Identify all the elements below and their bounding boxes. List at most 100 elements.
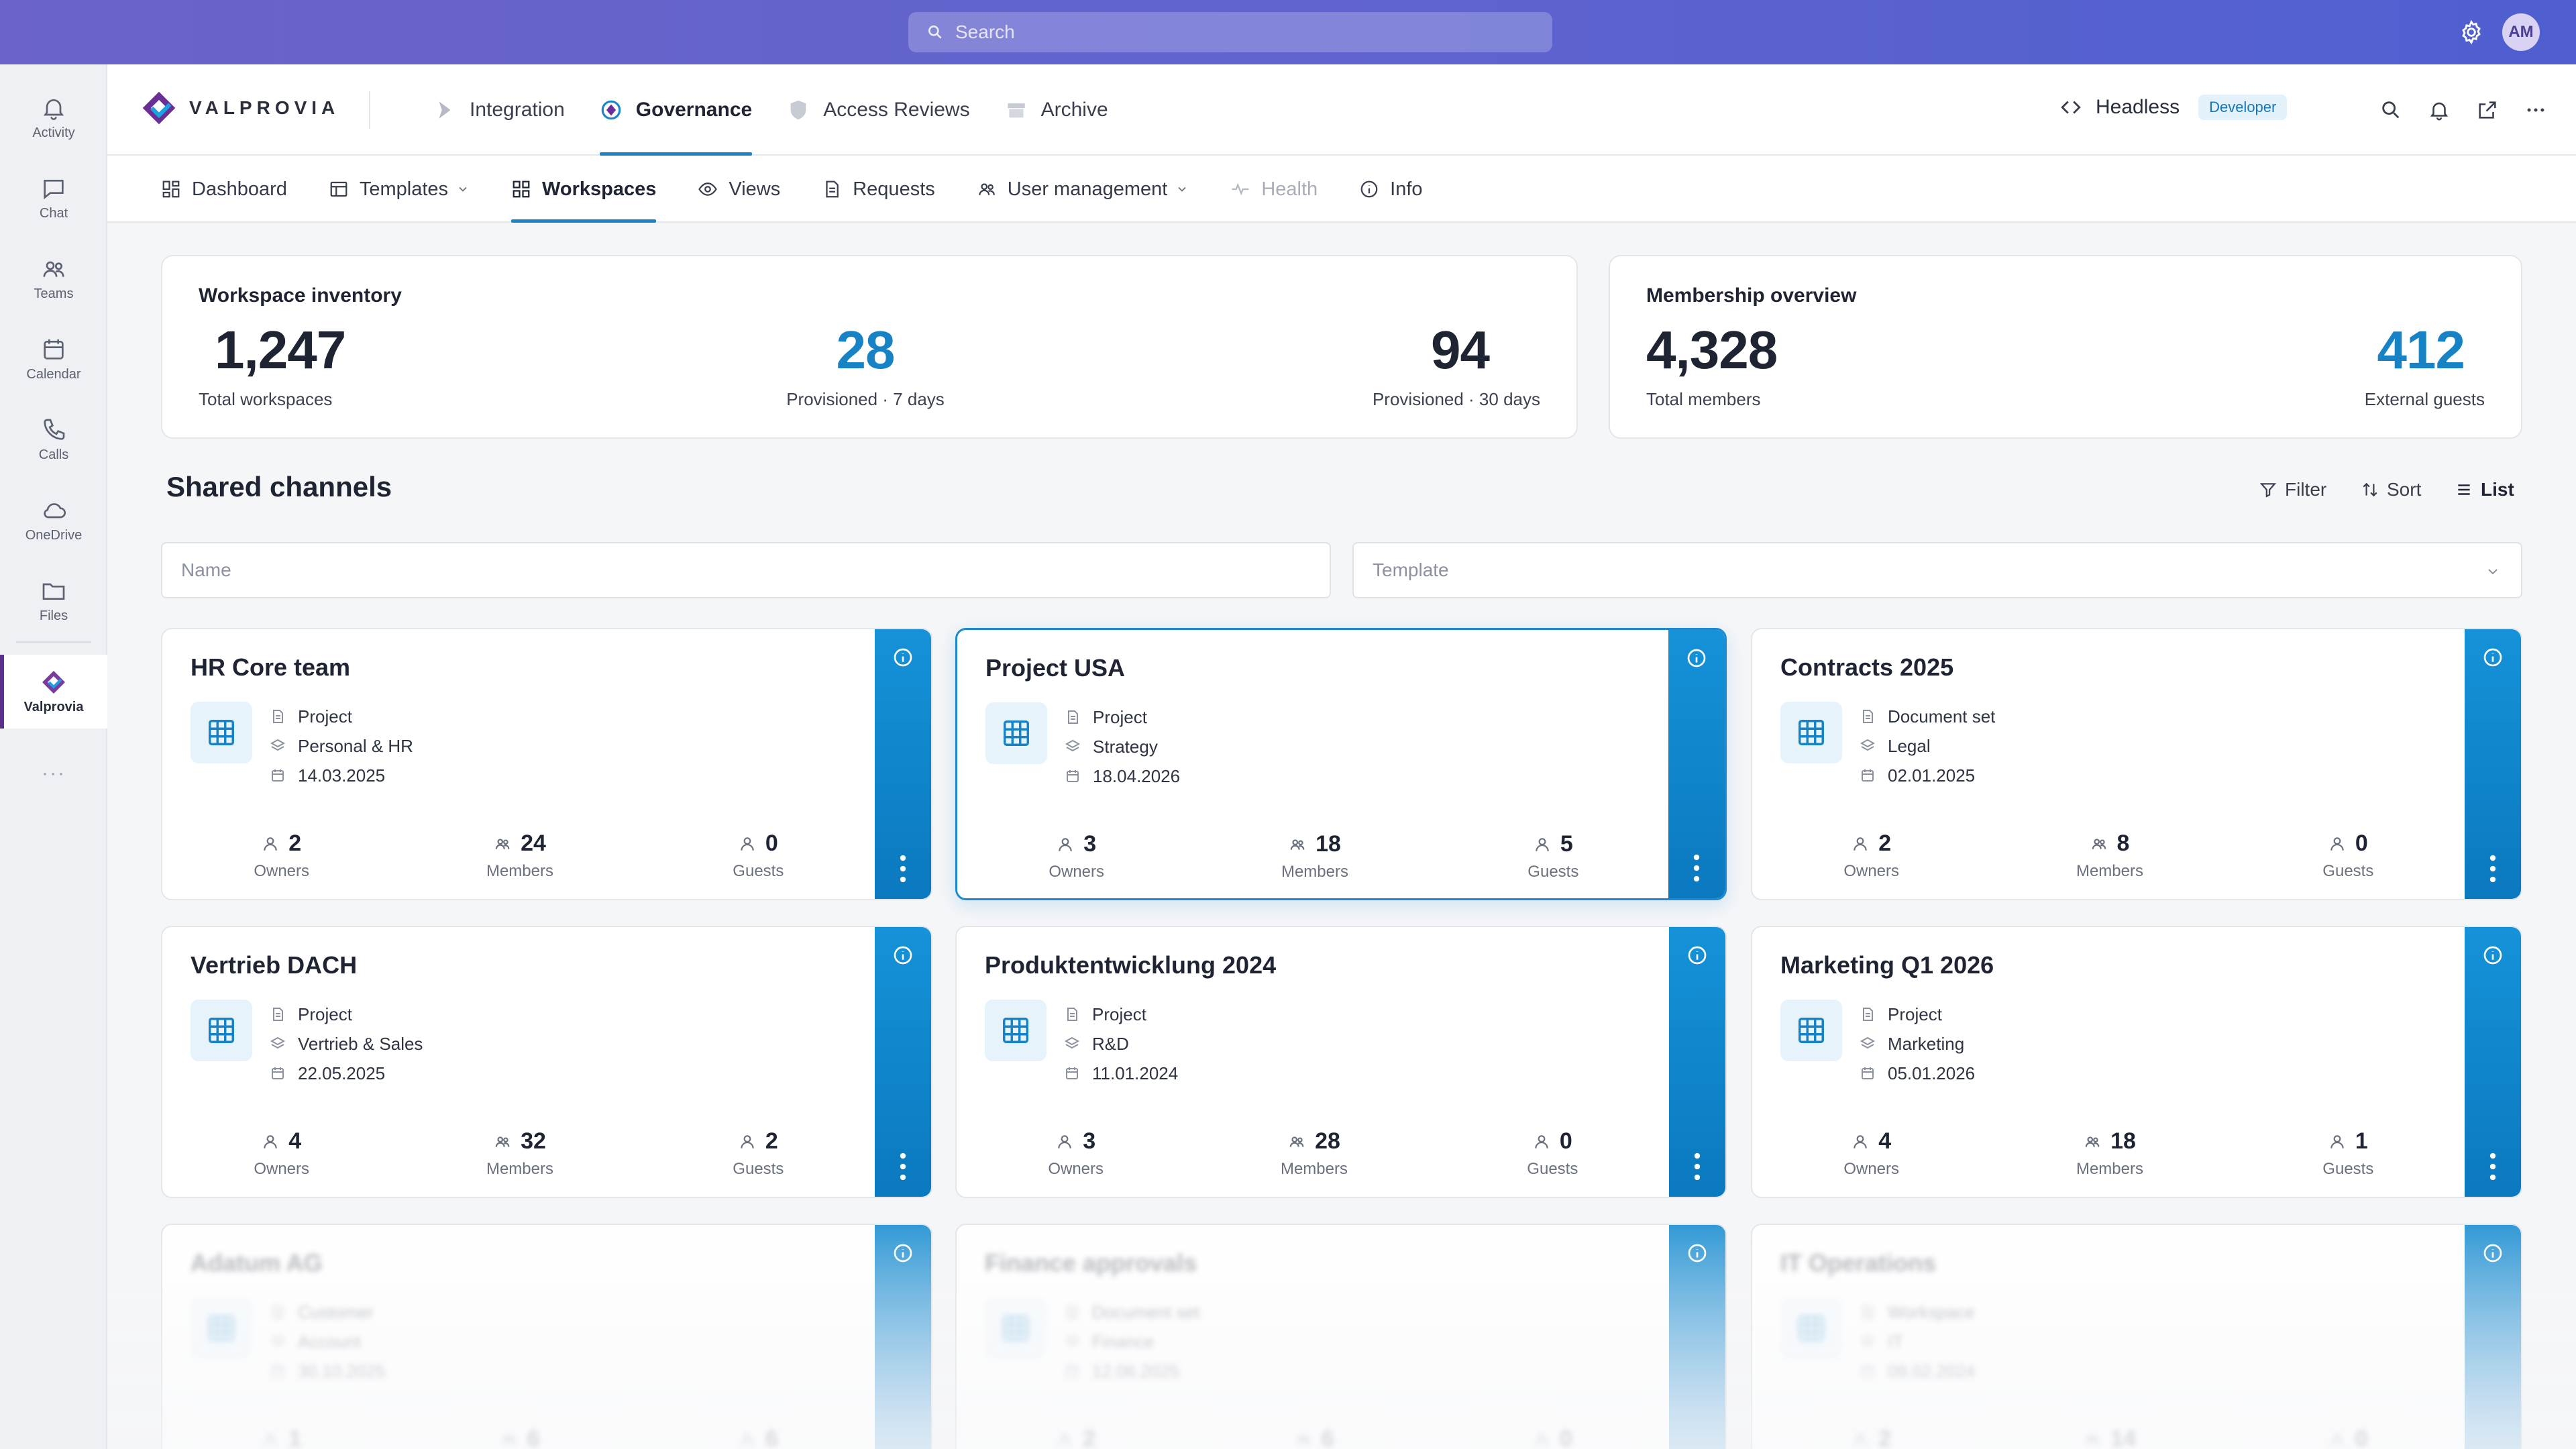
- rail-item-calendar[interactable]: Calendar: [0, 322, 107, 396]
- count-value: 1: [2355, 1128, 2368, 1154]
- tab-workspaces[interactable]: Workspaces: [511, 156, 657, 223]
- guests-count: 6 Guests: [639, 1426, 877, 1449]
- tab-health[interactable]: Health: [1230, 156, 1318, 223]
- workspace-card[interactable]: IT Operations Workspace IT 09.02.2024: [1751, 1224, 2522, 1449]
- kebab-menu-icon[interactable]: [2487, 852, 2498, 885]
- tab-info[interactable]: Info: [1359, 156, 1423, 223]
- sort-button[interactable]: Sort: [2361, 479, 2421, 500]
- tab-label: Workspaces: [542, 178, 657, 200]
- table-icon: [1780, 1297, 1842, 1359]
- stat-caption: Total workspaces: [199, 389, 333, 409]
- guests-count: 0 Guests: [1434, 1128, 1672, 1179]
- workspace-card[interactable]: Adatum AG Customer Account 30.10.2025: [161, 1224, 932, 1449]
- info-icon[interactable]: [1686, 945, 1708, 966]
- stat-value: 4,328: [1646, 320, 1778, 380]
- rail-item-teams[interactable]: Teams: [0, 241, 107, 315]
- tab-dashboard[interactable]: Dashboard: [161, 156, 287, 223]
- developer-badge: Developer: [2198, 95, 2288, 120]
- workspace-card[interactable]: Vertrieb DACH Project Vertrieb & Sales 2…: [161, 926, 932, 1198]
- info-icon[interactable]: [1686, 647, 1707, 669]
- tab-templates[interactable]: Templates: [329, 156, 470, 223]
- owners-count: 2 Owners: [957, 1426, 1195, 1449]
- nav-integration[interactable]: Integration: [416, 64, 582, 156]
- info-icon[interactable]: [2482, 945, 2504, 966]
- search-icon[interactable]: [2375, 94, 2407, 126]
- kebab-menu-icon[interactable]: [1692, 1150, 1703, 1183]
- workspace-card[interactable]: Finance approvals Document set Finance 1…: [955, 1224, 1727, 1449]
- rail-label: Calendar: [26, 366, 81, 382]
- info-icon[interactable]: [2482, 647, 2504, 668]
- card-title: Workspace inventory: [199, 284, 402, 307]
- cloud-icon: [44, 502, 66, 518]
- stat-value: 28: [836, 320, 896, 380]
- workspace-card[interactable]: Contracts 2025 Document set Legal 02.01.…: [1751, 628, 2522, 900]
- table-icon: [985, 702, 1047, 764]
- count-value: 3: [1083, 1128, 1096, 1154]
- brand-logo[interactable]: VALPROVIA: [141, 90, 339, 126]
- workspace-card[interactable]: Project USA Project Strategy 18.04.2026: [955, 628, 1727, 900]
- info-icon[interactable]: [2482, 1242, 2504, 1264]
- name-placeholder: Name: [181, 559, 231, 580]
- tab-label: Templates: [359, 178, 449, 200]
- tab-requests[interactable]: Requests: [822, 156, 935, 223]
- rail-item-calls[interactable]: Calls: [0, 402, 107, 476]
- guests-count: 1 Guests: [2229, 1128, 2467, 1179]
- document-icon: [1067, 1008, 1077, 1021]
- members-count: 6 Members: [1195, 1426, 1433, 1449]
- headless-link[interactable]: Headless Developer: [2059, 95, 2288, 120]
- teams-icon: [43, 261, 64, 277]
- info-icon[interactable]: [892, 945, 914, 966]
- open-external-icon[interactable]: [2471, 94, 2504, 126]
- global-search-input[interactable]: Search: [908, 12, 1552, 52]
- nav-governance[interactable]: Governance: [582, 64, 769, 156]
- nav-archive[interactable]: Archive: [987, 64, 1126, 156]
- tab-label: Views: [729, 178, 781, 200]
- bell-icon[interactable]: [2423, 94, 2455, 126]
- tab-views[interactable]: Views: [698, 156, 780, 223]
- kebab-menu-icon[interactable]: [1691, 851, 1702, 885]
- user-avatar[interactable]: AM: [2502, 13, 2540, 51]
- rail-item-valprovia[interactable]: Valprovia: [0, 655, 107, 729]
- workspace-card[interactable]: Marketing Q1 2026 Project Marketing 05.0…: [1751, 926, 2522, 1198]
- info-icon[interactable]: [1686, 1242, 1708, 1264]
- user-icon: [1058, 1432, 1071, 1446]
- workspace-card[interactable]: HR Core team Project Personal & HR 14.03…: [161, 628, 932, 900]
- count-label: Guests: [733, 862, 784, 880]
- kebab-menu-icon[interactable]: [898, 1150, 908, 1183]
- workspace-category: Personal & HR: [298, 735, 413, 756]
- stat-caption: External guests: [2364, 389, 2485, 409]
- rail-item-chat[interactable]: Chat: [0, 161, 107, 235]
- tab-label: Requests: [853, 178, 935, 200]
- members-count: 18 Members: [1990, 1128, 2229, 1179]
- document-icon: [273, 1008, 283, 1021]
- settings-gear-icon[interactable]: [2458, 19, 2485, 46]
- workspace-counts: 1 Owners 6 Members 6 Guests: [162, 1426, 877, 1449]
- name-filter-input[interactable]: Name: [161, 542, 1331, 598]
- rail-more-icon[interactable]: ···: [42, 762, 66, 784]
- owners-count: 4 Owners: [1752, 1128, 1990, 1179]
- secondary-nav: Dashboard Templates Workspaces Views Req…: [107, 156, 2576, 223]
- workspace-card[interactable]: Produktentwicklung 2024 Project R&D 11.0…: [955, 926, 1727, 1198]
- card-action-strip: [875, 927, 931, 1197]
- meta-category: Vertrieb & Sales: [270, 1029, 423, 1059]
- nav-label: Access Reviews: [823, 99, 970, 121]
- workspace-type: Customer: [298, 1301, 374, 1322]
- info-icon[interactable]: [892, 647, 914, 668]
- rail-item-files[interactable]: Files: [0, 564, 107, 637]
- info-icon[interactable]: [892, 1242, 914, 1264]
- list-label: List: [2481, 479, 2514, 500]
- search-icon: [924, 21, 946, 43]
- count-label: Guests: [733, 1160, 784, 1178]
- rail-item-onedrive[interactable]: OneDrive: [0, 483, 107, 557]
- filter-button[interactable]: Filter: [2259, 479, 2326, 500]
- rail-item-activity[interactable]: Activity: [0, 80, 107, 154]
- nav-access-reviews[interactable]: Access Reviews: [769, 64, 987, 156]
- more-options-icon[interactable]: [2520, 94, 2552, 126]
- workspace-type: Project: [1093, 706, 1147, 727]
- tab-user-management[interactable]: User management: [977, 156, 1189, 223]
- template-select[interactable]: Template: [1352, 542, 2522, 598]
- workspace-title: Adatum AG: [191, 1249, 323, 1277]
- list-view-button[interactable]: List: [2455, 479, 2514, 500]
- kebab-menu-icon[interactable]: [898, 852, 908, 885]
- kebab-menu-icon[interactable]: [2487, 1150, 2498, 1183]
